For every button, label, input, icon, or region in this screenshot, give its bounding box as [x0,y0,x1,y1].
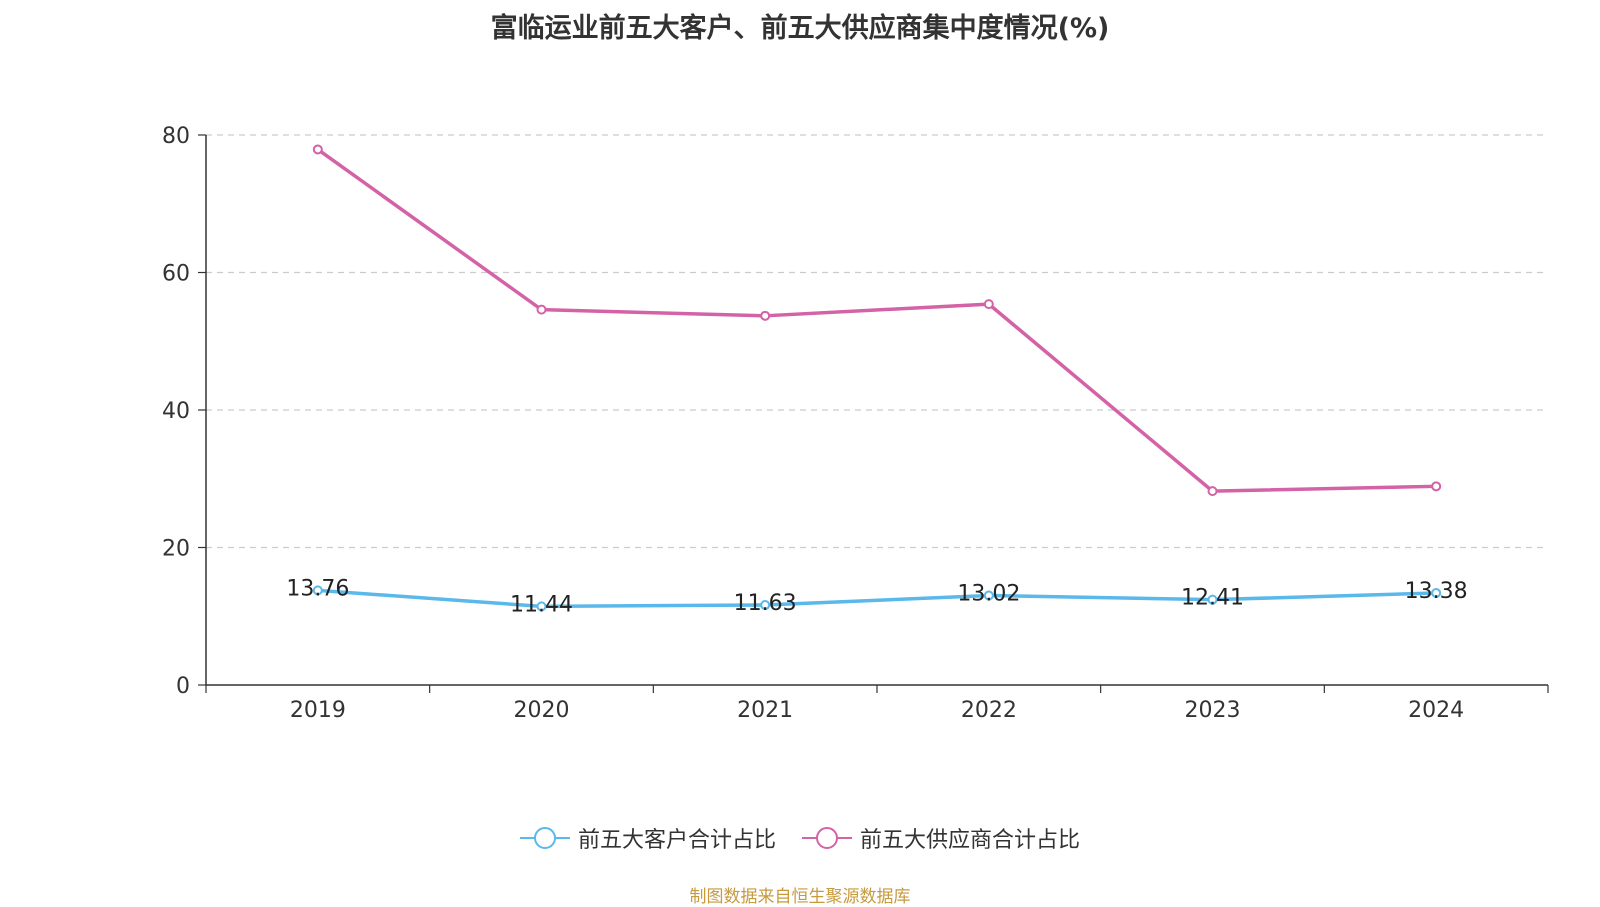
data-label-0-2021: 11.63 [734,591,797,616]
legend-marker-customers [519,827,570,849]
grid-lines [206,134,1548,549]
y-tick-label-40: 40 [162,399,190,424]
series-line-1 [316,148,1437,493]
x-tick-label-2022: 2022 [961,698,1017,723]
x-tick-label-2024: 2024 [1408,698,1464,723]
point-1-2019 [312,144,323,155]
legend-label-customers: 前五大客户合计占比 [577,828,776,853]
data-label-0-2023: 12.41 [1181,586,1244,611]
data-label-0-2022: 13.02 [957,581,1020,606]
legend-label-suppliers: 前五大供应商合计占比 [860,828,1081,853]
legend-circle-customers [533,827,556,849]
point-1-2022 [983,299,994,310]
x-tick-label-2020: 2020 [514,698,570,723]
x-tick-label-2021: 2021 [737,698,793,723]
point-0-2021 [760,600,771,611]
point-0-2020 [536,601,547,612]
data-label-0-2019: 13.76 [286,576,349,601]
legend-marker-suppliers [802,827,852,849]
point-0-2022 [983,590,994,601]
y-tick-label-80: 80 [162,124,190,149]
data-labels: 13.76 11.44 11.63 13.02 12.41 13.38 [286,576,1467,617]
point-0-2019 [312,585,323,596]
point-1-2020 [536,304,547,315]
legend-item-suppliers[interactable]: 前五大供应商合计占比 [802,822,1080,854]
x-tick-label-2023: 2023 [1185,698,1241,723]
data-label-0-2024: 13.38 [1405,579,1468,604]
axes: 0 20 40 60 80 2019 2020 2021 2022 2023 2024 [162,124,1549,723]
legend: 前五大客户合计占比 前五大供应商合计占比 [0,822,1600,854]
y-tick-label-0: 0 [176,674,190,699]
point-0-2024 [1431,588,1442,599]
legend-item-customers[interactable]: 前五大客户合计占比 [519,822,776,854]
series-line-0 [317,588,1437,609]
point-0-2023 [1207,594,1218,605]
point-1-2021 [760,310,771,321]
legend-circle-suppliers [816,827,838,849]
chart-title: 富临运业前五大客户、前五大供应商集中度情况(%) [490,13,1110,44]
data-label-0-2020: 11.44 [510,592,573,617]
y-tick-label-20: 20 [162,537,190,562]
source-note: 制图数据来自恒生聚源数据库 [689,887,911,907]
point-1-2024 [1431,481,1442,492]
point-1-2023 [1207,486,1218,497]
x-tick-label-2019: 2019 [290,698,346,723]
y-tick-label-60: 60 [162,262,190,287]
series-lines [312,144,1442,612]
